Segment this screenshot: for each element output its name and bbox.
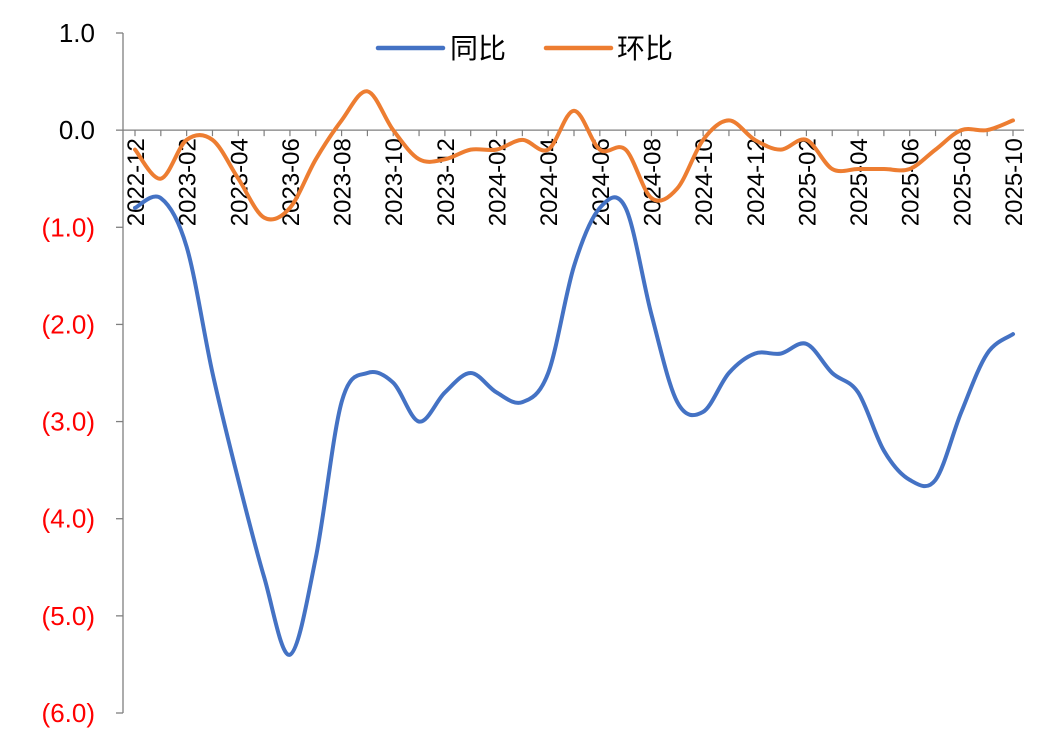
x-axis: 2022-12 2023-02 2023-04 2023-06 2023-08 2023-… — [123, 129, 1028, 226]
x-tick-label: 2023-10 — [381, 138, 408, 226]
y-tick-label: (5.0) — [42, 601, 95, 631]
x-tick-label: 2025-08 — [949, 138, 976, 226]
x-tick-label: 2024-06 — [588, 138, 615, 226]
x-tick-label: 2023-12 — [433, 138, 460, 226]
x-tick-label: 2023-06 — [278, 138, 305, 226]
x-tick-label: 2024-02 — [485, 138, 512, 226]
x-tick-label: 2024-04 — [536, 138, 563, 226]
series-lines — [133, 89, 1015, 657]
y-tick-label: (3.0) — [42, 407, 95, 437]
y-tick-label: 0.0 — [59, 115, 95, 145]
legend-label: 同比 — [450, 33, 506, 64]
y-tick-label: 1.0 — [59, 18, 95, 48]
x-tick-label: 2025-04 — [846, 138, 873, 226]
legend: 同比 环比 — [375, 33, 673, 64]
x-tick-label: 2023-08 — [330, 138, 357, 226]
y-tick-label: (6.0) — [42, 698, 95, 728]
y-axis: 1.0 0.0 (1.0) (2.0) (3.0) (4.0) (5.0) (6.0) — [42, 18, 124, 728]
series-line-yoy — [133, 194, 1015, 657]
x-tick-label: 2025-10 — [1001, 138, 1028, 226]
legend-label: 环比 — [617, 33, 673, 64]
y-tick-label: (4.0) — [42, 504, 95, 534]
series-line-mom — [133, 89, 1015, 222]
x-tick-label: 2024-12 — [743, 138, 770, 226]
y-tick-label: (1.0) — [42, 212, 95, 242]
y-tick-label: (2.0) — [42, 309, 95, 339]
x-tick-label: 2025-06 — [898, 138, 925, 226]
